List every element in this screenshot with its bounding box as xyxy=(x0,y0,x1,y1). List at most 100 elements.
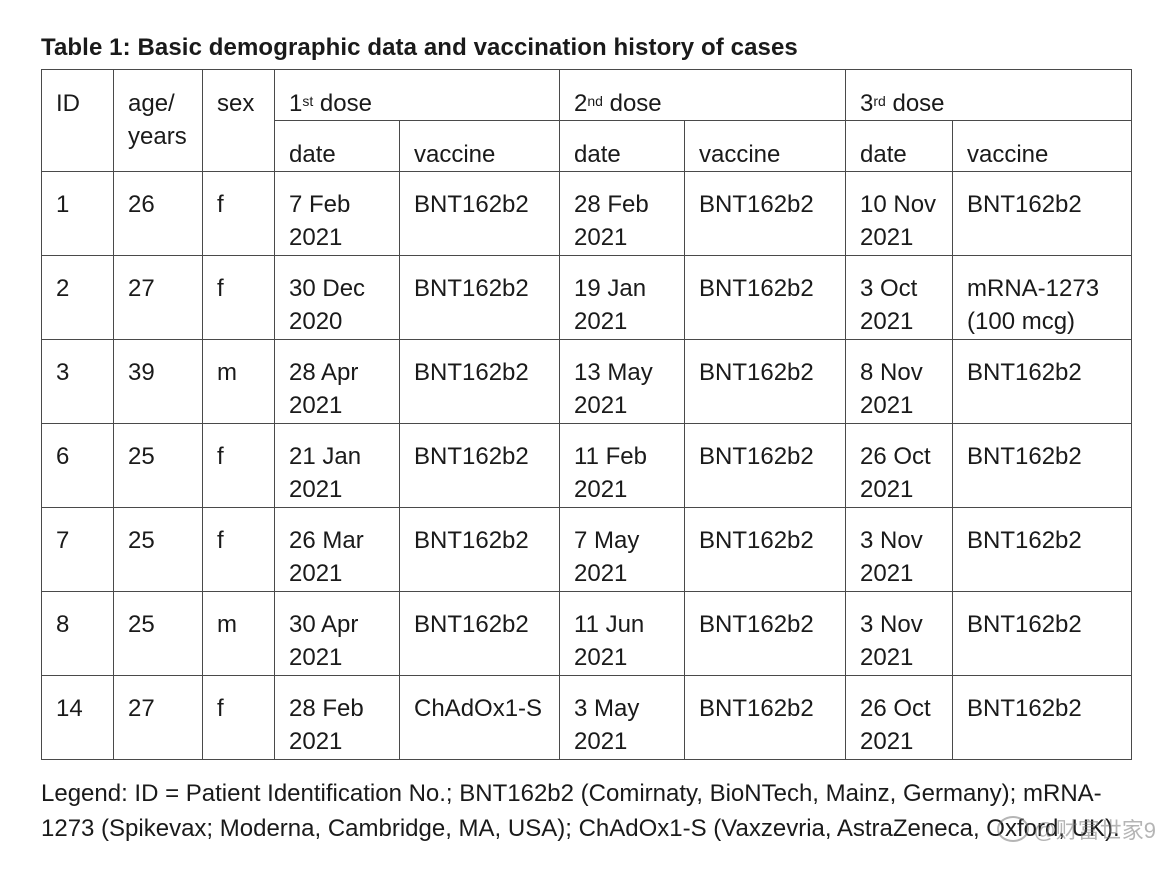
cell-sex-line-1: m xyxy=(217,611,237,638)
cell-dose-2-vaccine-line-1: BNT162b2 xyxy=(699,695,814,722)
cell-age: 25 xyxy=(113,507,203,592)
table-row: 2 27 f 30 Dec 2020 BNT162b2 19 Jan 2021 BNT162b2… xyxy=(41,255,1132,340)
cell-dose-3-vaccine: mRNA-1273 (100 mcg) xyxy=(952,255,1132,340)
cell-dose-1-date: 28 Apr 2021 xyxy=(274,339,400,424)
header-age-line2: years xyxy=(128,123,187,150)
cell-sex-line-1: f xyxy=(217,191,224,218)
cell-dose-3-vaccine-line-2: (100 mcg) xyxy=(967,308,1076,335)
cell-sex: f xyxy=(202,171,275,256)
cell-sex-line-1: f xyxy=(217,443,224,470)
cell-age: 25 xyxy=(113,423,203,508)
cell-dose-3-date-line-2: 2021 xyxy=(860,224,914,251)
header-dose-3: 3rd dose xyxy=(845,69,1132,121)
cell-dose-2-date-line-1: 11 Feb xyxy=(574,443,647,470)
header-sex: sex xyxy=(202,69,275,172)
cell-dose-2-date-line-1: 28 Feb xyxy=(574,191,649,218)
cell-id: 14 xyxy=(41,675,114,760)
cell-dose-1-date-line-1: 30 Dec xyxy=(289,275,366,302)
header-dose-3-date: date xyxy=(845,120,953,172)
table-row: 14 27 f 28 Feb 2021 ChAdOx1-S 3 May 2021 BNT162b… xyxy=(41,675,1132,760)
cell-dose-3-vaccine: BNT162b2 xyxy=(952,591,1132,676)
header-row-1: ID age/ years sex 1st dose 2nd dose 3rd … xyxy=(41,69,1132,172)
cell-dose-1-vaccine-line-1: BNT162b2 xyxy=(414,359,529,386)
cell-dose-2-vaccine-line-1: BNT162b2 xyxy=(699,191,814,218)
cell-dose-2-date: 11 Feb 2021 xyxy=(559,423,685,508)
legend-line-2: 1273 (Spikevax; Moderna, Cambridge, MA, … xyxy=(41,815,1120,842)
cell-dose-3-date-line-2: 2021 xyxy=(860,560,914,587)
table-row: 8 25 m 30 Apr 2021 BNT162b2 11 Jun 2021 BNT162b2… xyxy=(41,591,1132,676)
table-row: 1 26 f 7 Feb 2021 BNT162b2 28 Feb 2021 BNT162b2 1… xyxy=(41,171,1132,256)
cell-dose-1-date-line-2: 2021 xyxy=(289,560,343,587)
cell-dose-2-vaccine-line-1: BNT162b2 xyxy=(699,275,814,302)
header-age-line1: age/ xyxy=(128,90,175,117)
cell-age-line-1: 26 xyxy=(128,191,155,218)
cell-id-line-1: 14 xyxy=(56,695,83,722)
cell-dose-1-date-line-1: 28 Apr xyxy=(289,359,359,386)
cell-dose-2-vaccine: BNT162b2 xyxy=(684,507,846,592)
dose-1-num: 1 xyxy=(289,90,303,117)
cell-dose-2-vaccine-line-1: BNT162b2 xyxy=(699,611,814,638)
cell-age: 26 xyxy=(113,171,203,256)
dose-1-sup: st xyxy=(302,93,314,109)
cell-dose-3-vaccine-line-1: BNT162b2 xyxy=(967,611,1082,638)
dose-3-sup: rd xyxy=(873,93,886,109)
cell-sex-line-1: m xyxy=(217,359,237,386)
cell-dose-3-date: 26 Oct 2021 xyxy=(845,675,953,760)
cell-dose-2-date-line-1: 13 May xyxy=(574,359,653,386)
cell-dose-1-date-line-1: 26 Mar xyxy=(289,527,364,554)
weibo-logo-icon xyxy=(997,816,1030,842)
cell-dose-2-date-line-1: 7 May xyxy=(574,527,640,554)
cell-dose-2-date: 19 Jan 2021 xyxy=(559,255,685,340)
cell-dose-1-date-line-1: 7 Feb xyxy=(289,191,351,218)
header-id: ID xyxy=(41,69,114,172)
cell-id-line-1: 3 xyxy=(56,359,70,386)
cell-dose-3-date-line-1: 3 Oct xyxy=(860,275,918,302)
cell-dose-3-vaccine-line-1: BNT162b2 xyxy=(967,191,1082,218)
cell-sex-line-1: f xyxy=(217,275,224,302)
cell-dose-1-date: 26 Mar 2021 xyxy=(274,507,400,592)
cell-dose-2-date-line-2: 2021 xyxy=(574,308,628,335)
cell-dose-3-vaccine: BNT162b2 xyxy=(952,339,1132,424)
cell-id: 8 xyxy=(41,591,114,676)
table-legend: Legend: ID = Patient Identification No.;… xyxy=(41,776,1156,846)
header-dose-2-vaccine: vaccine xyxy=(684,120,846,172)
cell-dose-1-date-line-2: 2020 xyxy=(289,308,343,335)
table-row: 3 39 m 28 Apr 2021 BNT162b2 13 May 2021 BNT162b2… xyxy=(41,339,1132,424)
cell-dose-1-date-line-2: 2021 xyxy=(289,476,343,503)
cell-dose-1-vaccine: BNT162b2 xyxy=(399,507,560,592)
cell-dose-3-date: 26 Oct 2021 xyxy=(845,423,953,508)
cell-dose-3-date: 3 Nov 2021 xyxy=(845,591,953,676)
cell-dose-3-vaccine: BNT162b2 xyxy=(952,171,1132,256)
cell-dose-1-vaccine-line-1: BNT162b2 xyxy=(414,443,529,470)
cell-age: 25 xyxy=(113,591,203,676)
cell-dose-2-date-line-2: 2021 xyxy=(574,728,628,755)
cell-dose-2-date-line-2: 2021 xyxy=(574,392,628,419)
cell-id: 3 xyxy=(41,339,114,424)
cell-dose-3-date-line-1: 26 Oct xyxy=(860,443,931,470)
cell-id-line-1: 2 xyxy=(56,275,70,302)
cell-dose-3-vaccine-line-1: BNT162b2 xyxy=(967,695,1082,722)
cell-dose-3-date-line-1: 10 Nov xyxy=(860,191,937,218)
cell-dose-3-date-line-2: 2021 xyxy=(860,392,914,419)
cell-dose-3-date-line-2: 2021 xyxy=(860,728,914,755)
table-row: 6 25 f 21 Jan 2021 BNT162b2 11 Feb 2021 BNT162b2… xyxy=(41,423,1132,508)
cell-age: 27 xyxy=(113,675,203,760)
dose-3-num: 3 xyxy=(860,90,874,117)
header-dose-1-date: date xyxy=(274,120,400,172)
header-dose-1-vaccine: vaccine xyxy=(399,120,560,172)
cell-dose-1-vaccine: BNT162b2 xyxy=(399,423,560,508)
cell-sex-line-1: f xyxy=(217,527,224,554)
cell-id-line-1: 8 xyxy=(56,611,70,638)
cell-dose-2-date-line-2: 2021 xyxy=(574,644,628,671)
cell-sex: f xyxy=(202,507,275,592)
cell-dose-3-date-line-1: 8 Nov xyxy=(860,359,923,386)
cell-dose-2-vaccine: BNT162b2 xyxy=(684,423,846,508)
watermark: @财富世家9 xyxy=(997,813,1156,845)
cell-dose-1-vaccine: BNT162b2 xyxy=(399,255,560,340)
cell-sex: m xyxy=(202,339,275,424)
cell-dose-3-vaccine-line-1: mRNA-1273 xyxy=(967,275,1100,302)
cell-dose-1-date: 21 Jan 2021 xyxy=(274,423,400,508)
cell-dose-2-date: 3 May 2021 xyxy=(559,675,685,760)
cell-dose-1-date: 7 Feb 2021 xyxy=(274,171,400,256)
header-dose-2-date: date xyxy=(559,120,685,172)
